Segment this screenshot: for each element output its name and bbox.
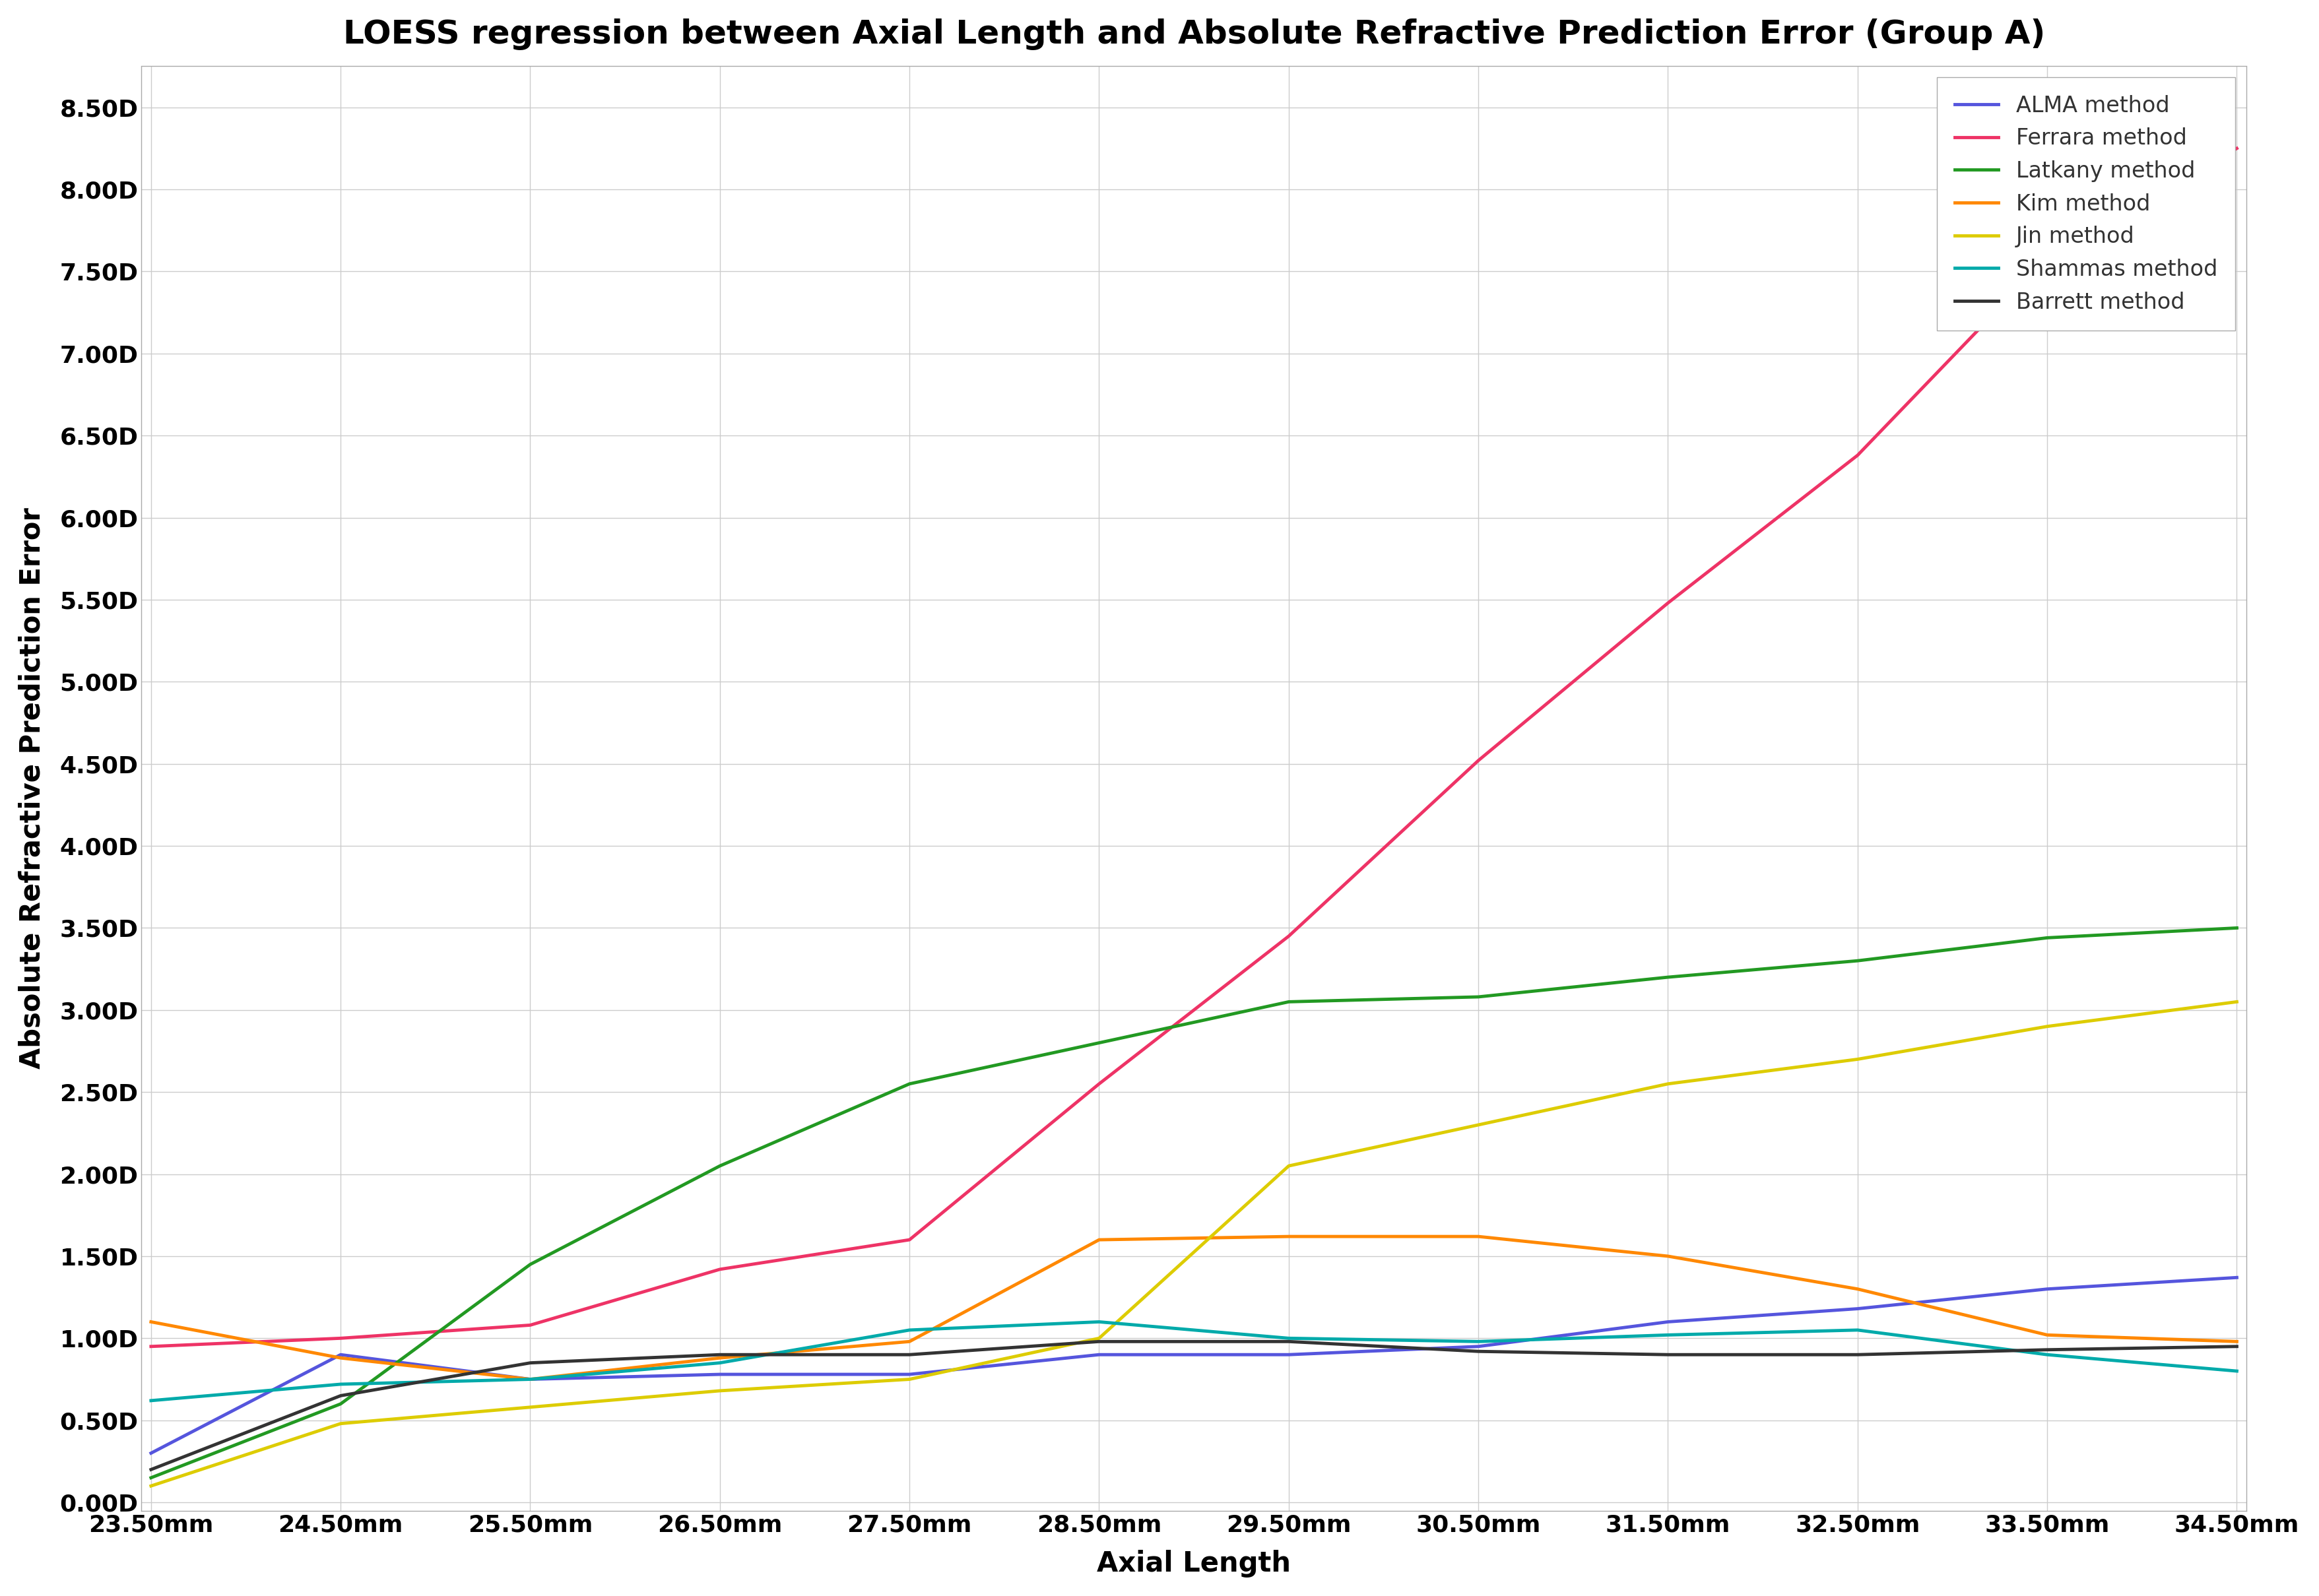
Kim method (517, 1369, 545, 1389)
Ferrara method (327, 1329, 355, 1349)
Ferrara method (137, 1337, 165, 1357)
Ferrara method (1463, 752, 1491, 771)
Shammas method (1653, 1325, 1681, 1344)
Jin method (2224, 993, 2252, 1012)
Jin method (1844, 1050, 1871, 1069)
Kim method (1275, 1227, 1303, 1246)
Shammas method (327, 1374, 355, 1393)
Kim method (2034, 1325, 2062, 1344)
ALMA method (1275, 1345, 1303, 1365)
Barrett method (2224, 1337, 2252, 1357)
Latkany method (1653, 967, 1681, 986)
Latkany method (705, 1157, 733, 1176)
Shammas method (1463, 1333, 1491, 1352)
Latkany method (2034, 929, 2062, 948)
ALMA method (517, 1369, 545, 1389)
Barrett method (895, 1345, 923, 1365)
Kim method (1653, 1246, 1681, 1266)
Barrett method (327, 1385, 355, 1404)
Barrett method (1085, 1333, 1113, 1352)
Jin method (517, 1398, 545, 1417)
Jin method (895, 1369, 923, 1389)
Kim method (1085, 1231, 1113, 1250)
Latkany method (1463, 988, 1491, 1007)
Ferrara method (1653, 594, 1681, 613)
ALMA method (895, 1365, 923, 1384)
Y-axis label: Absolute Refractive Prediction Error: Absolute Refractive Prediction Error (19, 508, 46, 1069)
Jin method (705, 1381, 733, 1400)
Jin method (1275, 1157, 1303, 1176)
Shammas method (2034, 1345, 2062, 1365)
Shammas method (2224, 1361, 2252, 1381)
Ferrara method (1275, 927, 1303, 946)
Kim method (895, 1333, 923, 1352)
Shammas method (895, 1320, 923, 1339)
Jin method (327, 1414, 355, 1433)
Latkany method (137, 1468, 165, 1487)
ALMA method (1653, 1312, 1681, 1331)
ALMA method (1085, 1345, 1113, 1365)
Shammas method (1844, 1320, 1871, 1339)
Latkany method (2224, 918, 2252, 937)
Jin method (2034, 1017, 2062, 1036)
Line: Kim method: Kim method (151, 1237, 2238, 1379)
ALMA method (705, 1365, 733, 1384)
Legend: ALMA method, Ferrara method, Latkany method, Kim method, Jin method, Shammas met: ALMA method, Ferrara method, Latkany met… (1936, 77, 2236, 330)
Kim method (2224, 1333, 2252, 1352)
Line: Barrett method: Barrett method (151, 1342, 2238, 1470)
Line: Ferrara method: Ferrara method (151, 148, 2238, 1347)
Kim method (1844, 1280, 1871, 1299)
Barrett method (1653, 1345, 1681, 1365)
Ferrara method (517, 1315, 545, 1334)
Shammas method (517, 1369, 545, 1389)
Ferrara method (2034, 249, 2062, 268)
Latkany method (1275, 993, 1303, 1012)
Ferrara method (1844, 445, 1871, 464)
Kim method (137, 1312, 165, 1331)
ALMA method (137, 1443, 165, 1462)
ALMA method (2034, 1280, 2062, 1299)
ALMA method (1463, 1337, 1491, 1357)
Latkany method (895, 1074, 923, 1093)
ALMA method (2224, 1267, 2252, 1286)
Kim method (327, 1349, 355, 1368)
Line: Jin method: Jin method (151, 1002, 2238, 1486)
Ferrara method (1085, 1074, 1113, 1093)
Latkany method (1085, 1033, 1113, 1052)
Shammas method (1085, 1312, 1113, 1331)
Ferrara method (895, 1231, 923, 1250)
Line: Shammas method: Shammas method (151, 1321, 2238, 1401)
Shammas method (1275, 1329, 1303, 1349)
Jin method (137, 1476, 165, 1495)
Title: LOESS regression between Axial Length and Absolute Refractive Prediction Error (: LOESS regression between Axial Length an… (343, 18, 2045, 49)
Barrett method (705, 1345, 733, 1365)
Kim method (1463, 1227, 1491, 1246)
Shammas method (137, 1392, 165, 1411)
Barrett method (1463, 1342, 1491, 1361)
Line: Latkany method: Latkany method (151, 927, 2238, 1478)
Latkany method (517, 1254, 545, 1274)
Jin method (1653, 1074, 1681, 1093)
Barrett method (2034, 1341, 2062, 1360)
Barrett method (1844, 1345, 1871, 1365)
ALMA method (1844, 1299, 1871, 1318)
Barrett method (137, 1460, 165, 1479)
Kim method (705, 1349, 733, 1368)
Jin method (1085, 1329, 1113, 1349)
ALMA method (327, 1345, 355, 1365)
Barrett method (1275, 1333, 1303, 1352)
Latkany method (1844, 951, 1871, 970)
Line: ALMA method: ALMA method (151, 1277, 2238, 1452)
Shammas method (705, 1353, 733, 1373)
Ferrara method (705, 1259, 733, 1278)
X-axis label: Axial Length: Axial Length (1097, 1550, 1292, 1578)
Barrett method (517, 1353, 545, 1373)
Jin method (1463, 1116, 1491, 1135)
Ferrara method (2224, 139, 2252, 158)
Latkany method (327, 1395, 355, 1414)
